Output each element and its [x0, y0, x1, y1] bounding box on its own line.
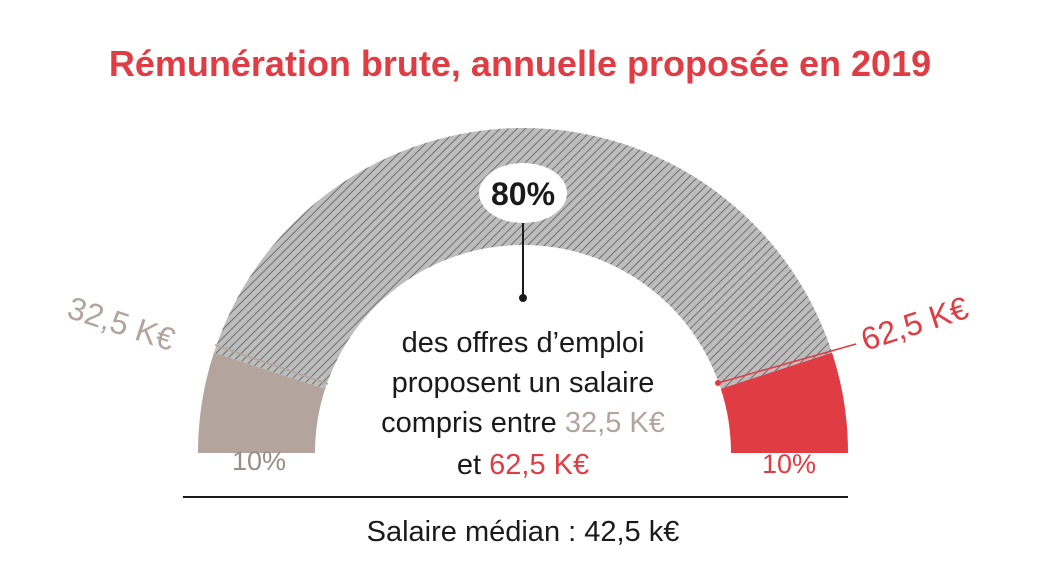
median-salary-footer: Salaire médian : 42,5 k€	[367, 516, 680, 548]
low-segment-label: 10%	[232, 446, 286, 476]
annotation-line-2: proposent un salaire	[392, 367, 655, 399]
low-threshold-leader	[214, 344, 329, 385]
high-segment	[720, 352, 848, 453]
annotation-compris: compris entre	[381, 407, 565, 439]
chart-title: Rémunération brute, annuelle proposée en…	[109, 43, 931, 84]
annotation-line-4: et 62,5 K€	[457, 449, 589, 481]
center-segment-label: 80%	[491, 176, 555, 212]
gauge-segments	[198, 128, 848, 453]
high-threshold-label: 62,5 K€	[857, 289, 973, 357]
low-threshold-label: 32,5 K€	[63, 289, 179, 357]
center-pointer-dot	[519, 294, 527, 302]
high-threshold-leader	[717, 343, 857, 384]
middle-segment	[213, 128, 833, 389]
annotation-line-1: des offres d’emploi	[402, 327, 645, 359]
center-percent-badge	[479, 163, 567, 223]
low-segment	[198, 352, 326, 453]
high-threshold-dot	[715, 380, 721, 386]
annotation-line-3: compris entre 32,5 K€	[381, 407, 665, 439]
annotation-et: et	[457, 449, 489, 481]
high-segment-label: 10%	[762, 449, 816, 479]
annotation-high-value: 62,5 K€	[489, 449, 589, 481]
annotation-low-value: 32,5 K€	[565, 407, 665, 439]
